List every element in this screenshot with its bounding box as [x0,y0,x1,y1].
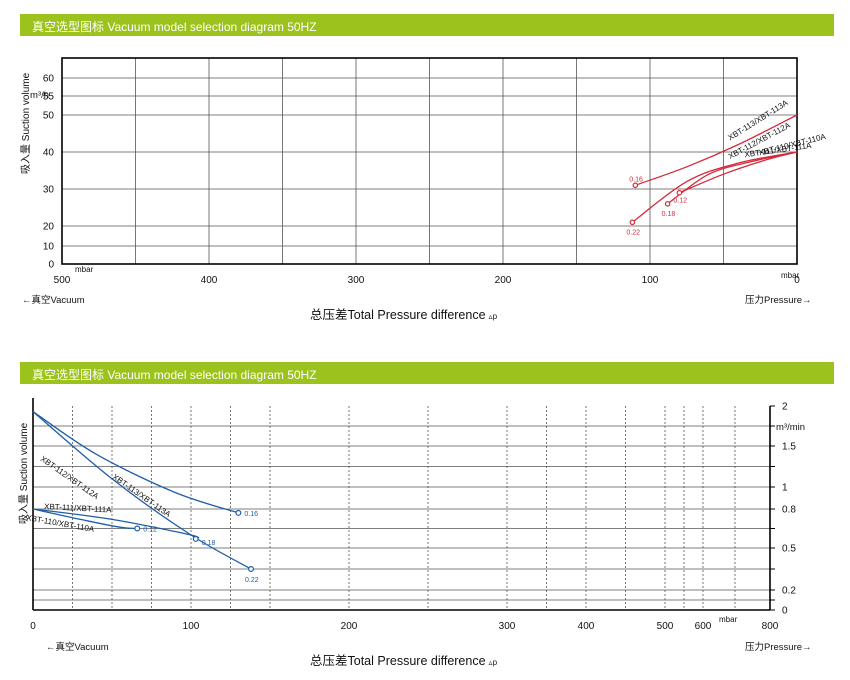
chart2-series-end-label: 0.22 [245,577,259,584]
chart1-series-end-label: 0.12 [673,198,687,205]
chart1-x-axis-title-suffix: ▵p [489,312,498,321]
chart2-series-end-label: 0.18 [202,540,216,547]
chart1-vacuum-note: ←真空Vacuum [22,294,85,306]
chart1-y-tick-label: 50 [43,111,55,122]
chart2-x-tick-label: 800 [762,621,779,632]
chart2-y-axis-title: 吸入量 Suction volume [18,422,30,524]
chart2-y-tick-label: 0 [782,606,788,617]
chart1-series-start-point [629,219,636,226]
chart2-y-tick-label: 0.8 [782,505,796,516]
chart2-series-end-label: 0.12 [143,527,157,534]
chart1-series-end-label: 0.16 [629,176,643,183]
chart2-series-name: XBT-110/XBT-110A [26,513,96,534]
chart1-series-line [632,151,798,223]
chart1-series-line [679,151,798,194]
chart2-x-tick-label: 0 [30,621,36,632]
chart1-y-tick-label: 0 [48,260,54,271]
chart2-vacuum-note: ←真空Vacuum [46,641,109,653]
chart1-y-unit: m³/h [30,90,49,101]
chart1-series-end-label: 0.22 [626,229,640,236]
chart1-x-tick-label: 400 [201,275,218,286]
chart1-x-unit-left: mbar [75,265,94,274]
chart2-series-end-point [235,509,242,516]
chart1-y-tick-label: 20 [43,222,55,233]
chart2-x-tick-label: 300 [499,621,516,632]
chart2-series-line [32,411,252,570]
chart2-x-tick-label: 600 [695,621,712,632]
chart2-series-end-point [134,525,141,532]
chart2-series-name: XBT-111/XBT-111A [44,502,112,515]
chart2-x-tick-label: 200 [341,621,358,632]
chart1-y-tick-label: 30 [43,185,55,196]
chart2-series-end-label: 0.16 [244,511,258,518]
chart1-y-axis-title: 吸入量 Suction volume [20,72,32,174]
chart1-series-start-point [664,201,671,207]
chart2-series-line [32,411,239,514]
chart2-series-line [32,508,138,530]
chart2-x-tick-label: 100 [183,621,200,632]
chart1-y-tick-label: 60 [43,74,55,85]
chart1-banner: 真空选型图标 Vacuum model selection diagram 50… [20,14,834,36]
chart2-banner-title: 真空选型图标 Vacuum model selection diagram 50… [32,368,317,382]
chart1-pressure-note: 压力Pressure→ [745,294,812,306]
chart1-x-tick-label: 100 [642,275,659,286]
chart1-y-tick-label: 55 [43,92,55,103]
chart2-y-tick-label: 2 [782,402,788,413]
chart1-y-tick-label: 40 [43,148,55,159]
chart1-banner-title: 真空选型图标 Vacuum model selection diagram 50… [32,20,317,34]
chart1-x-tick-label: 200 [495,275,512,286]
chart2-x-tick-label: 400 [578,621,595,632]
chart2-y-tick-label: 1 [782,483,788,494]
chart2-banner: 真空选型图标 Vacuum model selection diagram 50… [20,362,834,384]
chart1-x-unit-right: mbar [781,271,800,280]
chart2-svg: 0 0.2 0.5 0.8 1 1.5 2 m³/min 0 100 200 300 400 500 600… [18,398,812,668]
chart1-series-start-point [676,189,683,196]
chart2-y-tick-label: 1.5 [782,442,796,453]
chart2-y-tick-label: 0.2 [782,586,796,597]
chart2-series-end-point [248,566,255,573]
chart1-x-tick-label: 300 [348,275,365,286]
chart2-series-name: XBT-113/XBT-113A [111,472,173,519]
chart1-series-start-point [632,182,639,189]
chart1-x-axis-title: 总压差Total Pressure difference ▵p [310,308,498,322]
chart2-x-axis-title: 总压差Total Pressure difference ▵p [310,654,498,668]
chart2-x-tick-label: 500 [657,621,674,632]
chart1-plot-frame [61,57,798,265]
chart2-pressure-note: 压力Pressure→ [745,641,812,653]
chart1-x-tick-label: 0 [794,275,800,286]
chart1-x-tick-label: 500 [54,275,71,286]
chart2-series-end-point [192,535,199,542]
chart1-series-line [635,114,798,186]
chart1-series-end-label: 0.18 [662,211,676,218]
chart2-x-unit: mbar [719,615,738,624]
chart1-y-tick-label: 10 [43,242,55,253]
chart2-y-tick-label: 0.5 [782,544,796,555]
chart2-y-unit: m³/min [776,422,805,433]
chart2-x-axis-title-suffix: ▵p [489,658,498,667]
